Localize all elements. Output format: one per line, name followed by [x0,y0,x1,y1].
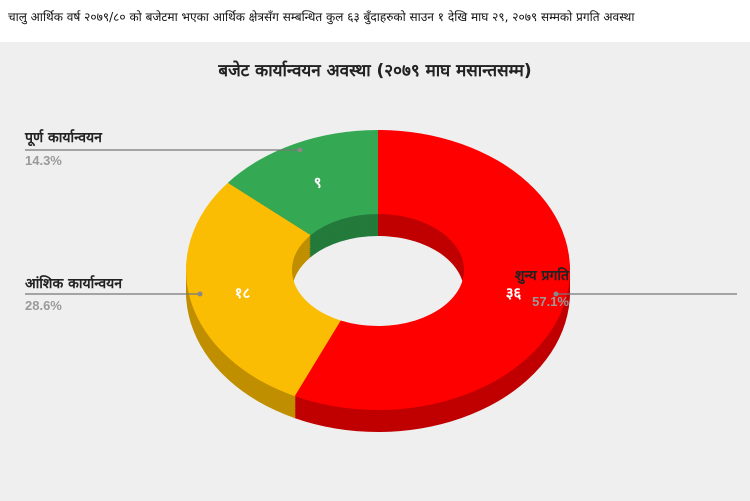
value-label-1: १८ [235,284,251,302]
legend-label-zero-progress: शुन्य प्रगति [514,268,569,284]
legend-label-complete: पूर्ण कार्यान्वयन [25,130,102,146]
percent-label-complete: 14.3% [25,153,62,168]
percent-label-zero-progress: 57.1% [532,294,569,309]
chart-title: बजेट कार्यान्वयन अवस्था (२०७९ माघ मसान्त… [218,61,532,81]
leader-dot-0 [553,291,559,297]
leader-dot-1 [197,291,203,297]
percent-label-partial: 28.6% [25,298,62,313]
value-label-0: ३६ [506,284,522,302]
legend-label-partial: आंशिक कार्यान्वयन [25,276,123,292]
slice-2 [227,130,378,236]
chart-caption: चालु आर्थिक वर्ष २०७९/८० को बजेटमा भएका … [8,10,635,24]
leader-dot-2 [297,147,303,153]
slice-0 [294,130,570,410]
value-label-2: ९ [314,174,322,192]
slice-1 [185,182,341,397]
